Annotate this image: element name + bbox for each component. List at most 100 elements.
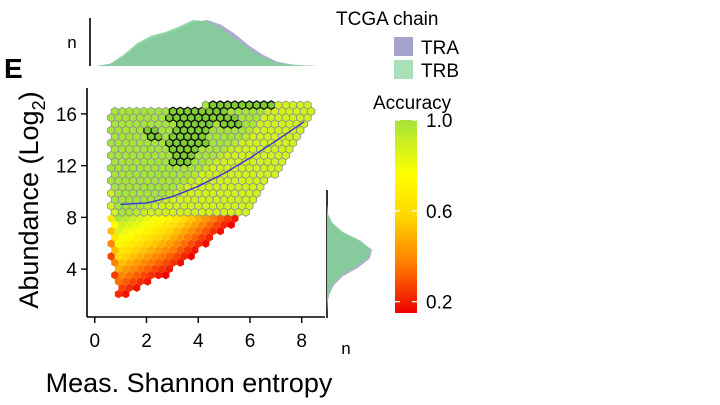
- hexbin: [173, 239, 181, 248]
- hexbin: [151, 252, 159, 261]
- hexbin: [208, 100, 218, 111]
- hexbin: [202, 239, 210, 248]
- axes: 0 2 4 6 8 4 8 12 16: [56, 88, 325, 352]
- hexbin: [176, 233, 184, 242]
- hexbin: [114, 264, 123, 274]
- hexbin: [213, 220, 221, 229]
- hexbin: [154, 233, 163, 242]
- hexbin: [180, 226, 188, 236]
- hexbin: [111, 271, 119, 280]
- hexbin: [107, 214, 115, 223]
- hexbin: [122, 226, 130, 236]
- legend-accuracy: Accuracy 1.0 0.6 0.2: [373, 93, 452, 314]
- hexbin: [154, 258, 163, 267]
- top-marginal-density: [89, 18, 318, 66]
- hexbin: [132, 106, 141, 117]
- hexbin: [118, 271, 126, 280]
- hexbin: [191, 245, 199, 255]
- y-tick-label: 16: [56, 105, 77, 126]
- hexbin: [216, 214, 224, 223]
- hexbin: [176, 258, 184, 267]
- hexbin: [252, 100, 261, 111]
- hexbin: [303, 100, 312, 110]
- hexbin: [194, 226, 203, 236]
- hexbin: [143, 264, 152, 274]
- hexbin: [140, 271, 148, 280]
- hexbin: [143, 239, 152, 248]
- hexbin: [169, 258, 177, 267]
- right-marginal-axis-label: n: [341, 339, 350, 358]
- hexbin: [129, 226, 137, 236]
- hexbin: [176, 245, 184, 255]
- hexbin: [209, 226, 217, 236]
- hexbin: [169, 245, 177, 255]
- hexbin: [173, 226, 181, 236]
- hexbin: [129, 277, 137, 286]
- hexbin: [169, 233, 177, 242]
- hexbin: [147, 245, 155, 255]
- hexbin: [151, 239, 159, 248]
- hexbin: [158, 226, 166, 236]
- hexbin: [147, 258, 155, 267]
- hexbin: [133, 220, 141, 229]
- hexbin: [151, 226, 159, 236]
- x-tick-label: 4: [193, 331, 204, 352]
- hexbin: [194, 214, 203, 223]
- hexbin: [136, 239, 144, 248]
- hexbin: [139, 106, 148, 117]
- hexbin: [118, 245, 126, 255]
- hexbin: [259, 100, 269, 111]
- hexbin: [147, 220, 155, 229]
- hexbin: [180, 252, 188, 261]
- y-axis-label: Abundance (Log2): [14, 91, 49, 308]
- y-axis-label-main: Abundance (Log: [14, 110, 44, 308]
- hexbin: [158, 239, 166, 248]
- hexbin: [296, 100, 305, 110]
- hexbin: [191, 233, 199, 242]
- hexbin: [187, 252, 195, 261]
- right-marginal-density: [326, 190, 372, 318]
- hexbin: [151, 214, 159, 223]
- hexbin: [165, 252, 174, 261]
- hexbin: [125, 258, 134, 267]
- hexbin: [140, 233, 148, 242]
- top-marginal-axis-label: n: [67, 33, 76, 52]
- hexbin: [187, 214, 195, 223]
- hexbin: [198, 220, 206, 229]
- x-tick-label: 0: [89, 331, 100, 352]
- legend-chain-label-tra: TRA: [421, 38, 459, 59]
- hexbin: [118, 220, 126, 229]
- hexbin: [129, 214, 137, 223]
- hexbin: [162, 271, 170, 280]
- hexbin: [129, 264, 137, 274]
- hexbin: [107, 252, 115, 261]
- hexbin: [183, 233, 192, 242]
- hexbin: [165, 226, 174, 236]
- hexbin: [125, 220, 134, 229]
- accuracy-tick-label: 0.2: [426, 293, 452, 314]
- hexbin: [162, 233, 170, 242]
- hexbin: [183, 245, 192, 255]
- panel-label: E: [4, 53, 23, 84]
- hexbin: [187, 226, 195, 236]
- legend-chain: TCGA chain TRA TRB: [336, 9, 459, 82]
- hexbin: [133, 233, 141, 242]
- hexbin: [201, 100, 210, 110]
- hexbin: [162, 220, 170, 229]
- hexbin: [162, 258, 170, 267]
- hexbin: [125, 106, 134, 117]
- hexbin: [165, 264, 174, 274]
- hexbin: [140, 245, 148, 255]
- hexbin: [136, 214, 144, 223]
- hexbin: [237, 100, 247, 111]
- legend-accuracy-title: Accuracy: [373, 93, 452, 114]
- hexbin: [147, 106, 156, 117]
- hexbin: [154, 220, 163, 229]
- hexbin: [122, 277, 130, 286]
- hexbin: [194, 239, 203, 248]
- hexbin: [122, 214, 130, 223]
- hexbin: [111, 258, 119, 267]
- hexbin: [245, 100, 254, 111]
- hexbin: [169, 220, 177, 229]
